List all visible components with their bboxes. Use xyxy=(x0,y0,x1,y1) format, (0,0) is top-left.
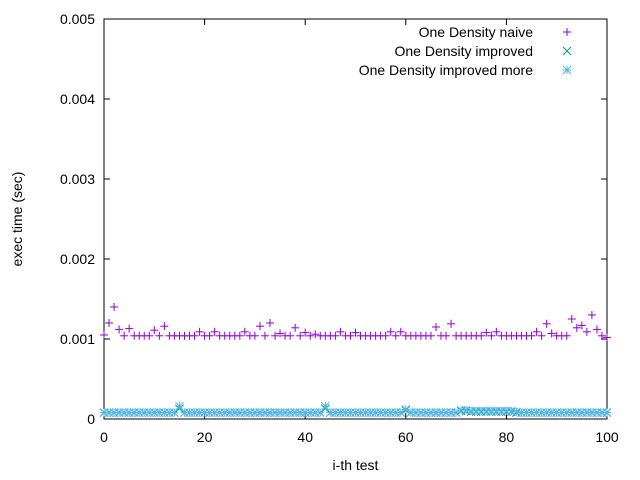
data-point xyxy=(592,325,601,334)
y-tick-label: 0.001 xyxy=(60,331,95,347)
legend-label: One Density naive xyxy=(419,24,534,40)
data-point xyxy=(603,333,611,342)
data-point xyxy=(572,323,581,332)
legend: One Density naive One Density improved One… xyxy=(359,24,572,78)
x-tick-label: 0 xyxy=(100,429,108,445)
data-point xyxy=(442,331,451,340)
data-point xyxy=(105,319,114,327)
y-tick-label: 0 xyxy=(87,411,95,427)
data-point xyxy=(477,331,486,340)
data-point xyxy=(150,326,159,335)
data-point xyxy=(296,331,305,340)
data-point xyxy=(426,331,435,340)
data-point xyxy=(532,327,541,336)
x-tick-label: 60 xyxy=(398,429,414,445)
data-point xyxy=(401,405,411,414)
y-axis: 0 0.001 0.002 0.003 0.004 0.005 xyxy=(60,11,607,427)
data-point xyxy=(492,327,501,336)
data-point xyxy=(240,327,249,336)
y-tick-label: 0.005 xyxy=(60,11,95,27)
data-point xyxy=(386,327,395,336)
x-tick-label: 80 xyxy=(499,429,515,445)
data-point xyxy=(120,331,129,340)
data-point xyxy=(155,331,164,340)
data-point xyxy=(391,331,400,340)
y-tick-label: 0.003 xyxy=(60,171,95,187)
legend-label: One Density improved more xyxy=(359,62,534,78)
legend-marker xyxy=(562,65,572,75)
data-point xyxy=(175,401,184,411)
legend-marker xyxy=(562,46,572,56)
data-point xyxy=(431,323,440,331)
data-point xyxy=(170,408,179,417)
data-point xyxy=(602,408,612,417)
data-point xyxy=(271,331,280,340)
x-tick-label: 20 xyxy=(197,429,213,445)
data-point xyxy=(346,331,355,340)
data-point xyxy=(311,330,320,339)
x-axis: 0 20 40 60 80 100 xyxy=(100,19,619,445)
data-point xyxy=(527,331,536,340)
plot-area xyxy=(103,18,608,420)
data-point xyxy=(597,331,606,340)
data-point xyxy=(336,327,345,336)
data-point xyxy=(582,327,591,336)
data-point xyxy=(190,331,199,340)
data-point xyxy=(320,401,330,411)
data-point xyxy=(250,331,259,340)
x-axis-label: i-th test xyxy=(333,457,379,473)
data-point xyxy=(577,321,586,330)
data-point xyxy=(260,331,269,340)
data-point xyxy=(286,331,295,340)
data-point xyxy=(315,408,325,417)
y-axis-label: exec time (sec) xyxy=(9,172,25,267)
data-point xyxy=(100,331,108,339)
data-point xyxy=(482,328,491,337)
data-point xyxy=(351,328,360,337)
legend-marker xyxy=(563,28,571,36)
data-point xyxy=(447,319,456,328)
data-point xyxy=(265,319,274,327)
data-point xyxy=(396,327,405,336)
series-1 xyxy=(100,303,611,342)
x-tick-label: 100 xyxy=(595,429,619,445)
data-point xyxy=(487,331,496,340)
data-point xyxy=(567,315,576,323)
data-point xyxy=(542,319,551,328)
data-point xyxy=(145,331,154,340)
x-tick-label: 40 xyxy=(297,429,313,445)
data-point xyxy=(291,323,300,332)
data-point xyxy=(235,331,244,340)
data-series-layer xyxy=(99,303,612,417)
data-point xyxy=(537,331,546,340)
legend-label: One Density improved xyxy=(394,43,533,59)
data-point xyxy=(255,322,264,331)
data-point xyxy=(547,329,556,338)
data-point xyxy=(562,331,571,340)
y-tick-label: 0.004 xyxy=(60,91,95,107)
data-point xyxy=(125,324,134,333)
data-point xyxy=(396,408,406,417)
data-point xyxy=(205,331,214,340)
data-point xyxy=(210,327,219,336)
data-point xyxy=(110,303,119,311)
series-3 xyxy=(99,401,612,417)
data-point xyxy=(587,311,596,319)
data-point xyxy=(160,322,169,331)
data-point xyxy=(331,331,340,340)
y-tick-label: 0.002 xyxy=(60,251,95,267)
data-point xyxy=(276,329,285,338)
data-point xyxy=(301,328,310,337)
plot-border xyxy=(103,18,608,420)
data-point xyxy=(115,325,124,334)
data-point xyxy=(195,327,204,336)
data-point xyxy=(306,331,315,340)
data-point xyxy=(381,331,390,340)
